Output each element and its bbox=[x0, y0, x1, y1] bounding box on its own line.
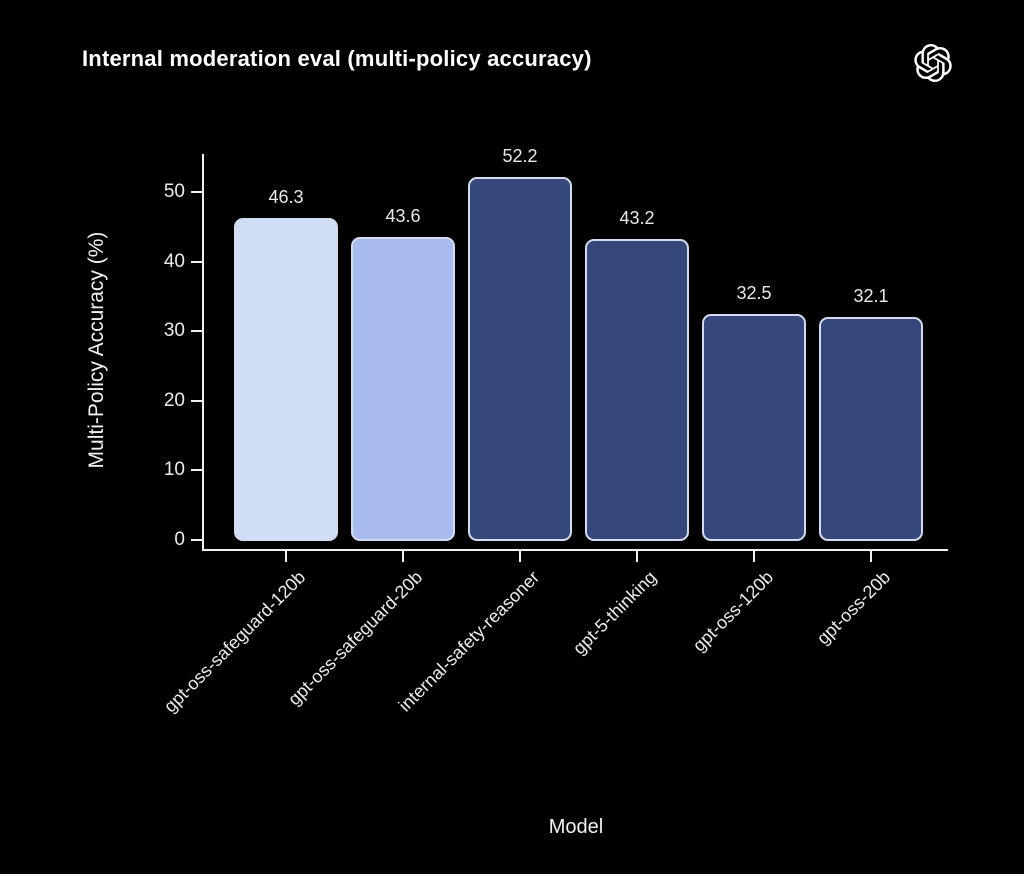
bar-gpt-oss-safeguard-120b bbox=[234, 217, 338, 541]
y-tick-mark bbox=[191, 399, 203, 402]
y-tick-label: 50 bbox=[163, 181, 185, 202]
y-tick-mark bbox=[191, 330, 203, 333]
x-tick-mark bbox=[636, 551, 638, 562]
x-tick-label: gpt-oss-safeguard-20b bbox=[283, 567, 427, 710]
bar-value-label: 32.1 bbox=[853, 285, 889, 306]
x-tick-mark bbox=[402, 551, 404, 562]
bar-value-label: 43.2 bbox=[619, 208, 655, 229]
x-tick-mark bbox=[519, 551, 521, 562]
y-tick-mark bbox=[191, 539, 203, 541]
y-axis-title: Multi-Policy Accuracy (%) bbox=[85, 231, 108, 469]
openai-logo-icon bbox=[914, 44, 952, 82]
y-tick-mark bbox=[191, 469, 203, 472]
x-axis-spine bbox=[202, 549, 948, 551]
y-tick-label: 10 bbox=[163, 459, 185, 481]
x-tick-label: gpt-oss-20b bbox=[812, 567, 895, 649]
bar-value-label: 46.3 bbox=[268, 186, 304, 207]
bar-internal-safety-reasoner bbox=[468, 176, 572, 541]
x-tick-label: gpt-5-thinking bbox=[568, 567, 661, 659]
x-axis-title: Model bbox=[548, 816, 604, 838]
chart-title: Internal moderation eval (multi-policy a… bbox=[82, 46, 592, 71]
bar-gpt-oss-20b bbox=[819, 316, 923, 541]
bar-gpt-oss-120b bbox=[702, 313, 806, 541]
y-tick-label: 40 bbox=[163, 250, 185, 272]
bar-gpt-oss-safeguard-20b bbox=[351, 236, 455, 541]
x-tick-mark bbox=[285, 551, 287, 562]
y-tick-label: 30 bbox=[163, 320, 185, 342]
x-tick-mark bbox=[870, 551, 872, 562]
bar-value-label: 52.2 bbox=[502, 145, 538, 166]
bar-value-label: 32.5 bbox=[736, 282, 772, 303]
bar-gpt-5-thinking bbox=[585, 239, 689, 541]
x-tick-label: gpt-oss-120b bbox=[688, 567, 778, 656]
y-tick-label: 20 bbox=[163, 389, 185, 411]
bar-value-label: 43.6 bbox=[385, 205, 421, 226]
y-tick-mark bbox=[191, 191, 203, 193]
y-tick-mark bbox=[191, 260, 203, 263]
x-tick-mark bbox=[753, 551, 755, 562]
y-axis-spine bbox=[202, 154, 204, 551]
y-tick-label: 0 bbox=[174, 529, 185, 550]
